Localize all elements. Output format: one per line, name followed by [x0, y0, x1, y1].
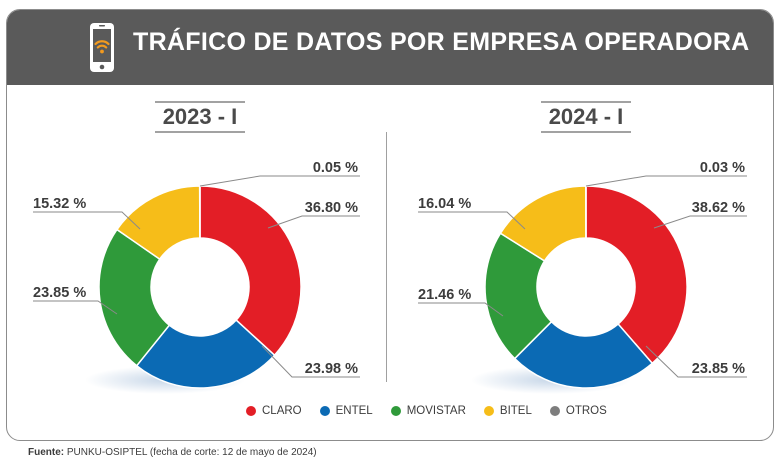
legend-item-claro: CLARO: [246, 405, 302, 417]
chart-year-title: 2024 - I: [549, 104, 624, 129]
legend-item-otros: OTROS: [549, 405, 607, 417]
source-text: PUNKU-OSIPTEL (fecha de corte: 12 de may…: [64, 447, 317, 458]
legend-label-movistar: MOVISTAR: [406, 405, 466, 417]
header-bar: TRÁFICO DE DATOS POR EMPRESA OPERADORA: [7, 10, 773, 85]
data-label-otros: 0.05 %: [313, 160, 358, 176]
legend-label-otros: OTROS: [565, 405, 607, 417]
leader-line-bitel: [418, 211, 526, 230]
leader-line-otros: [585, 175, 747, 187]
data-label-entel: 23.85 %: [692, 361, 745, 377]
legend-item-movistar: MOVISTAR: [390, 405, 466, 417]
leader-line-entel: [261, 345, 360, 378]
page-title: TRÁFICO DE DATOS POR EMPRESA OPERADORA: [133, 28, 750, 56]
legend-swatch-movistar: [390, 406, 401, 416]
data-label-movistar: 21.46 %: [418, 287, 471, 303]
leader-line-claro: [653, 215, 747, 229]
legend-label-claro: CLARO: [262, 405, 302, 417]
data-label-otros: 0.03 %: [700, 160, 745, 176]
legend-item-entel: ENTEL: [319, 405, 373, 417]
legend-label-bitel: BITEL: [499, 405, 532, 417]
donut-slice-movistar: [98, 228, 171, 367]
donut-slice-claro: [585, 185, 688, 365]
leader-line-entel: [645, 345, 747, 378]
donut-slice-entel: [513, 320, 654, 389]
phone-wifi-icon: [90, 23, 114, 72]
leader-line-otros: [199, 175, 360, 187]
source-note: Fuente: PUNKU-OSIPTEL (fecha de corte: 1…: [28, 447, 317, 458]
source-label: Fuente:: [28, 447, 65, 458]
leader-line-bitel: [33, 211, 141, 230]
legend-swatch-bitel: [483, 406, 494, 416]
legend-swatch-entel: [319, 406, 330, 416]
chart-divider: [386, 132, 387, 382]
legend-item-bitel: BITEL: [483, 405, 532, 417]
data-label-claro: 36.80 %: [305, 200, 358, 216]
data-label-claro: 38.62 %: [692, 200, 745, 216]
data-label-entel: 23.98 %: [305, 361, 358, 377]
donut-slice-movistar: [484, 232, 553, 360]
donut-slice-entel: [135, 319, 276, 389]
leader-line-movistar: [33, 300, 118, 315]
data-label-bitel: 16.04 %: [418, 196, 471, 212]
legend: CLARO ENTEL MOVISTAR BITEL OTROS: [246, 405, 607, 417]
leader-line-claro: [267, 215, 360, 229]
legend-swatch-otros: [549, 406, 560, 416]
chart-year-title: 2023 - I: [163, 104, 238, 129]
legend-label-entel: ENTEL: [335, 405, 373, 417]
donut-slice-claro: [199, 185, 302, 357]
leader-line-movistar: [418, 302, 504, 317]
data-label-bitel: 15.32 %: [33, 196, 86, 212]
data-label-movistar: 23.85 %: [33, 285, 86, 301]
legend-swatch-claro: [246, 406, 256, 416]
